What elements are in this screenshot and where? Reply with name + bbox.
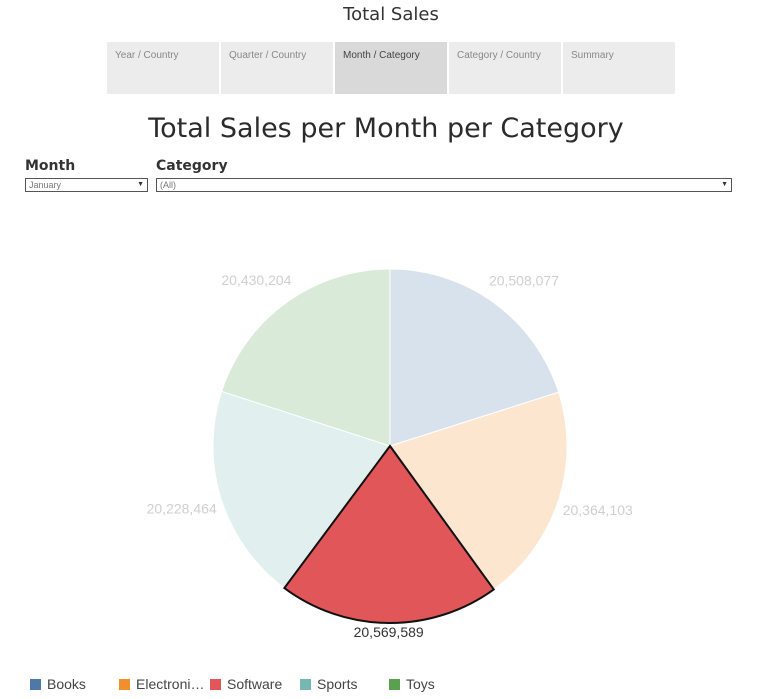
legend-item-sports[interactable]: Sports	[300, 676, 357, 692]
chart-legend: Books Electroni… Software Sports Toys	[30, 676, 772, 696]
data-label-sports: 20,228,464	[147, 500, 217, 516]
legend-label: Electroni…	[136, 676, 205, 692]
tab-category-country[interactable]: Category / Country	[449, 42, 561, 94]
category-filter-select[interactable]: (All) ▼	[156, 178, 732, 192]
tab-month-category[interactable]: Month / Category	[335, 42, 447, 94]
legend-label: Software	[227, 676, 283, 692]
month-filter-select[interactable]: January ▼	[25, 178, 148, 192]
chevron-down-icon: ▼	[137, 181, 144, 188]
category-filter-value: (All)	[160, 180, 176, 190]
data-label-toys: 20,430,204	[221, 272, 291, 288]
pie-slice-electronics[interactable]	[389, 391, 568, 591]
legend-swatch	[210, 678, 221, 690]
data-label-electronics: 20,364,103	[563, 502, 633, 518]
legend-swatch	[389, 678, 400, 690]
tab-quarter-country[interactable]: Quarter / Country	[221, 42, 333, 94]
legend-item-books[interactable]: Books	[30, 676, 86, 692]
legend-label: Books	[47, 676, 86, 692]
chart-title: Total Sales per Month per Category	[148, 113, 624, 144]
pie-slice-toys[interactable]	[220, 268, 391, 447]
legend-item-software[interactable]: Software	[210, 676, 282, 692]
pie-chart: 20,508,077 20,364,103 20,569,589 20,228,464…	[147, 268, 633, 640]
legend-swatch	[119, 678, 130, 690]
pie-slice-software[interactable]	[282, 444, 496, 624]
pie-slice-sports[interactable]	[212, 390, 391, 589]
category-filter-label: Category	[156, 158, 228, 174]
legend-swatch	[300, 678, 311, 690]
dashboard-title: Total Sales	[343, 4, 439, 25]
legend-label: Toys	[406, 676, 435, 692]
tab-year-country[interactable]: Year / Country	[107, 42, 219, 94]
legend-label: Sports	[317, 676, 358, 692]
pie-slice-books[interactable]	[389, 268, 560, 447]
legend-item-electronics[interactable]: Electroni…	[119, 676, 204, 692]
legend-item-toys[interactable]: Toys	[389, 676, 435, 692]
tab-summary[interactable]: Summary	[563, 42, 675, 94]
tab-bar: Year / Country Quarter / Country Month /…	[107, 42, 675, 94]
month-filter-value: January	[29, 180, 62, 190]
legend-swatch	[30, 678, 41, 690]
chevron-down-icon: ▼	[721, 181, 728, 188]
data-label-software: 20,569,589	[354, 624, 424, 640]
month-filter-label: Month	[25, 158, 76, 174]
data-label-books: 20,508,077	[489, 272, 559, 288]
